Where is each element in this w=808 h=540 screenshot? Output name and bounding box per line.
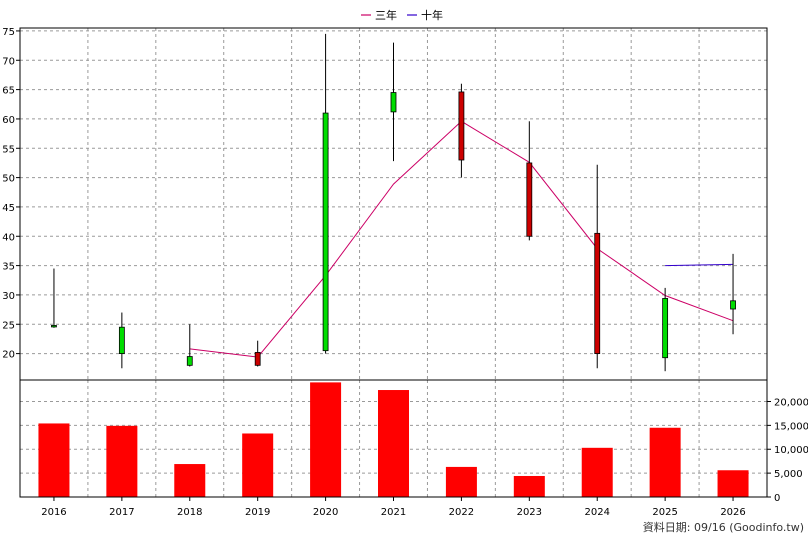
volume-bar	[310, 382, 342, 497]
legend: 三年 十年	[361, 8, 443, 22]
legend-label: 十年	[421, 8, 443, 22]
x-tick-label: 2023	[517, 507, 542, 518]
volume-bar	[513, 475, 545, 497]
x-tick-label: 2016	[41, 507, 66, 518]
volume-bar	[378, 390, 409, 497]
x-tick-label: 2026	[720, 507, 745, 518]
legend-label: 三年	[375, 8, 397, 22]
price-tick-label: 40	[2, 232, 15, 243]
volume-bar	[242, 433, 274, 497]
price-tick-label: 20	[2, 350, 15, 361]
price-tick-label: 60	[2, 115, 15, 126]
volume-tick-label: 20,000	[774, 397, 808, 408]
candle-body	[594, 232, 601, 354]
candle-body	[51, 325, 57, 328]
candle-body	[662, 298, 669, 359]
x-tick-label: 2024	[585, 507, 610, 518]
price-tick-label: 70	[2, 56, 15, 67]
volume-bar	[38, 423, 70, 497]
price-tick-label: 35	[2, 262, 15, 273]
ma-line-十年	[665, 263, 734, 267]
x-tick-label: 2022	[449, 507, 474, 518]
volume-bar	[717, 470, 749, 497]
data-date-footer: 資料日期: 09/16 (Goodinfo.tw)	[643, 520, 804, 534]
candle-body	[118, 326, 125, 355]
candle-body	[322, 112, 329, 352]
volume-tick-label: 10,000	[774, 445, 808, 456]
volume-bar	[649, 427, 681, 497]
volume-tick-label: 5,000	[774, 469, 803, 480]
candle-body	[186, 356, 193, 366]
price-tick-label: 30	[2, 291, 15, 302]
x-tick-label: 2021	[381, 507, 406, 518]
volume-panel: 0 5,000 10,000 15,000 20,000 2016 2017 2018 2019…	[19, 379, 808, 518]
candle-body	[526, 162, 533, 237]
price-tick-label: 65	[2, 86, 15, 97]
price-tick-label: 55	[2, 144, 15, 155]
volume-tick-label: 0	[774, 493, 780, 504]
x-tick-label: 2025	[652, 507, 677, 518]
volume-bar	[581, 447, 613, 497]
volume-tick-label: 15,000	[774, 421, 808, 432]
x-tick-label: 2017	[109, 507, 134, 518]
candle-body	[458, 91, 465, 161]
candle-body	[730, 300, 736, 310]
price-panel: 20 25 30 35 40 45 50 55 60 65 70 75	[2, 27, 768, 381]
price-tick-label: 75	[2, 27, 15, 38]
candle-body	[390, 92, 397, 113]
x-tick-label: 2018	[177, 507, 202, 518]
volume-bar	[106, 425, 138, 497]
price-tick-label: 50	[2, 174, 15, 185]
x-tick-label: 2019	[245, 507, 270, 518]
volume-bar	[174, 464, 206, 497]
x-tick-label: 2020	[313, 507, 338, 518]
volume-bar	[445, 466, 477, 497]
candle-body	[254, 352, 261, 366]
price-tick-label: 25	[2, 320, 15, 331]
price-tick-label: 45	[2, 203, 15, 214]
